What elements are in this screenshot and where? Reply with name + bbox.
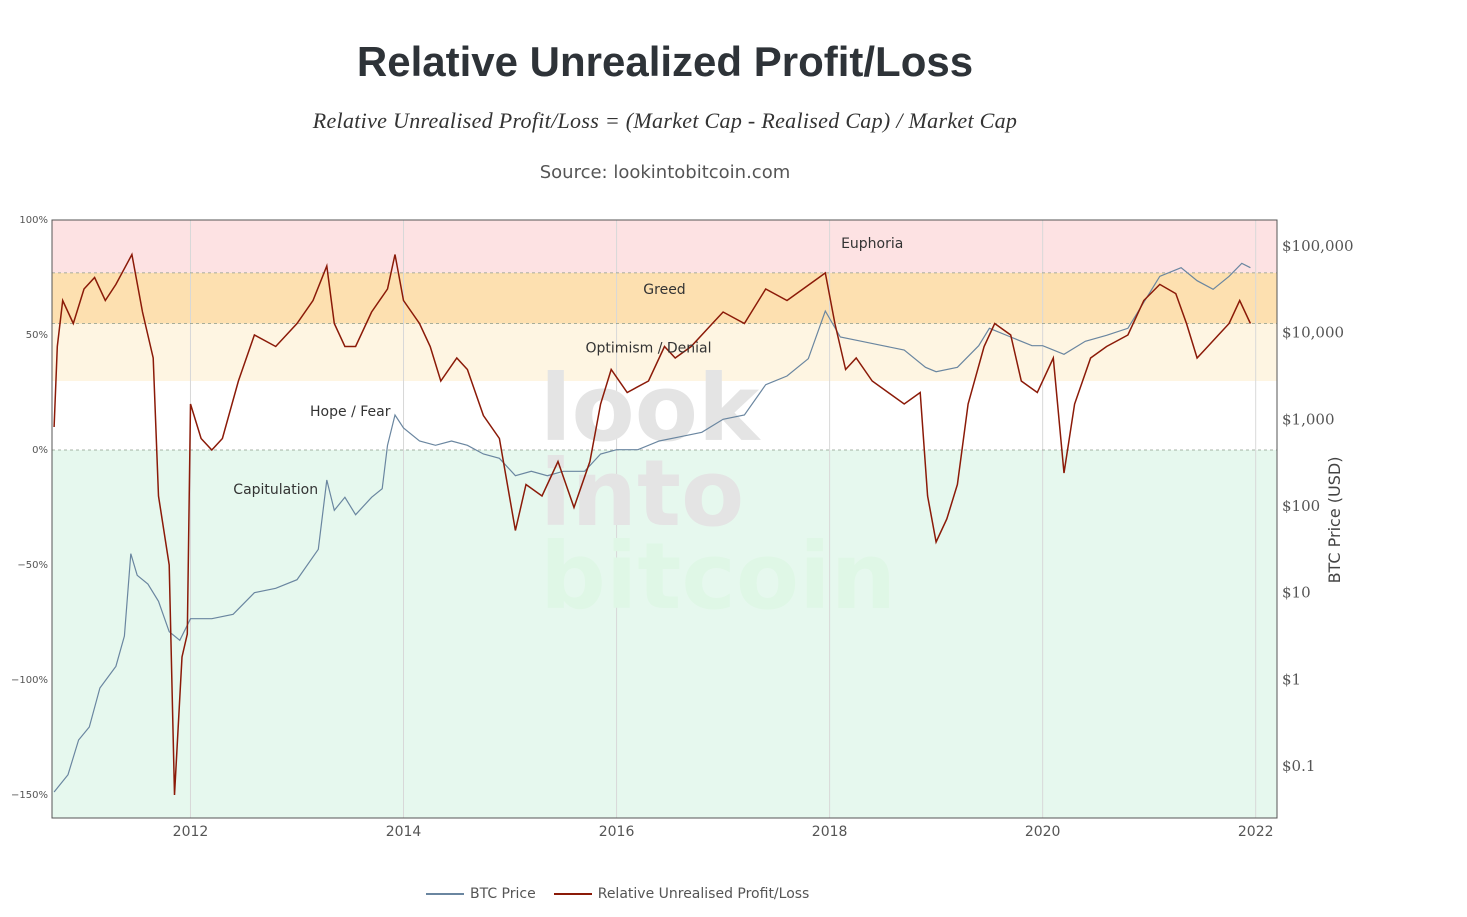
series-rupl [53, 252, 1252, 796]
left-tick-label: −150% [11, 790, 48, 801]
axes: 2012 2014 2016 2018 2020 2022 100% 50% 0% −50% −10… [11, 215, 1354, 840]
x-tick-label-2014: 2014 [386, 824, 422, 840]
zone-band-euphoria [52, 220, 1277, 273]
zone-band-optimism-denial [52, 323, 1277, 381]
legend-label-rupl: Relative Unrealised Profit/Loss [597, 886, 810, 902]
right-tick-label: $0.1 [1282, 757, 1315, 775]
chart-title: Relative Unrealized Profit/Loss [356, 38, 974, 85]
zone-label-hope-fear: Hope / Fear [310, 404, 391, 420]
series-layer [53, 252, 1252, 796]
x-tick-label-2022: 2022 [1238, 824, 1274, 840]
zone-band-capitulation [52, 450, 1277, 818]
zone-label-capitulation: Capitulation [233, 482, 318, 498]
right-axis-label: BTC Price (USD) [1325, 457, 1344, 584]
watermark-bitcoin: bitcoin [540, 523, 896, 630]
legend-swatch-btc [426, 893, 464, 895]
zone-labels: Euphoria Greed Optimism / Denial Hope / Fea… [233, 236, 903, 498]
left-tick-label: −100% [11, 675, 48, 686]
legend-label-btc: BTC Price [470, 886, 536, 902]
watermark-into: into [540, 440, 744, 547]
plot-frame [51, 219, 1278, 819]
legend-item-btc[interactable]: BTC Price [426, 886, 536, 902]
series-btc-price [53, 262, 1251, 793]
left-tick-label: 100% [19, 215, 48, 226]
right-tick-label: $10 [1282, 584, 1311, 602]
right-tick-label: $100,000 [1282, 237, 1354, 255]
zone-label-greed: Greed [643, 282, 685, 298]
zone-label-euphoria: Euphoria [841, 236, 903, 252]
watermark: look into bitcoin [540, 355, 896, 630]
zone-bands [52, 220, 1277, 818]
zone-label-optimism-denial: Optimism / Denial [586, 341, 712, 357]
legend-swatch-rupl [553, 893, 592, 895]
x-tick-label-2018: 2018 [812, 824, 848, 840]
chart-subtitle: Relative Unrealised Profit/Loss = (Marke… [312, 108, 1018, 133]
legend: BTC Price Relative Unrealised Profit/Los… [426, 886, 809, 902]
right-tick-label: $1 [1282, 670, 1301, 688]
x-tick-label-2020: 2020 [1025, 824, 1061, 840]
zone-band-greed [52, 272, 1277, 324]
right-tick-label: $10,000 [1282, 324, 1344, 342]
left-tick-label: −50% [17, 560, 48, 571]
legend-item-rupl[interactable]: Relative Unrealised Profit/Loss [553, 886, 810, 902]
left-tick-label: 0% [32, 445, 48, 456]
x-tick-label-2016: 2016 [599, 824, 635, 840]
right-tick-label: $100 [1282, 497, 1320, 515]
chart-source: Source: lookintobitcoin.com [539, 162, 791, 183]
left-tick-label: 50% [26, 330, 48, 341]
right-tick-label: $1,000 [1282, 410, 1335, 428]
x-tick-label-2012: 2012 [173, 824, 209, 840]
